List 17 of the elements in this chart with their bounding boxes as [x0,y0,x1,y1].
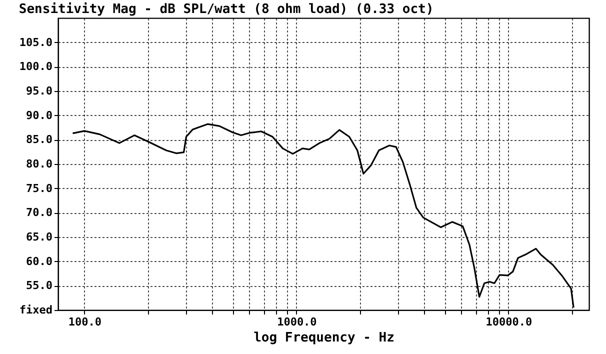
x-tick-label: 100.0 [68,316,102,328]
x-tick-label: 10000.0 [486,316,532,328]
y-tick-label: 70.0 [26,206,52,220]
y-tick-label: 75.0 [26,182,52,195]
x-tick-label: 1000.0 [277,316,317,328]
y-tick-label: fixed [19,304,52,316]
y-tick-label: 85.0 [26,133,52,146]
chart-title: Sensitivity Mag - dB SPL/watt (8 ohm load) (0.33 oct) [18,2,434,17]
y-tick-label: 90.0 [26,108,52,122]
y-tick-label: 60.0 [26,254,52,268]
y-tick-label: 65.0 [26,230,52,244]
x-axis-title: log Frequency - Hz [254,330,394,346]
y-tick-label: 100.0 [19,60,52,74]
y-tick-label: 80.0 [26,158,52,170]
y-tick-label: 55.0 [26,279,52,292]
y-tick-label: 105.0 [19,36,52,49]
y-tick-label: 95.0 [26,84,52,98]
